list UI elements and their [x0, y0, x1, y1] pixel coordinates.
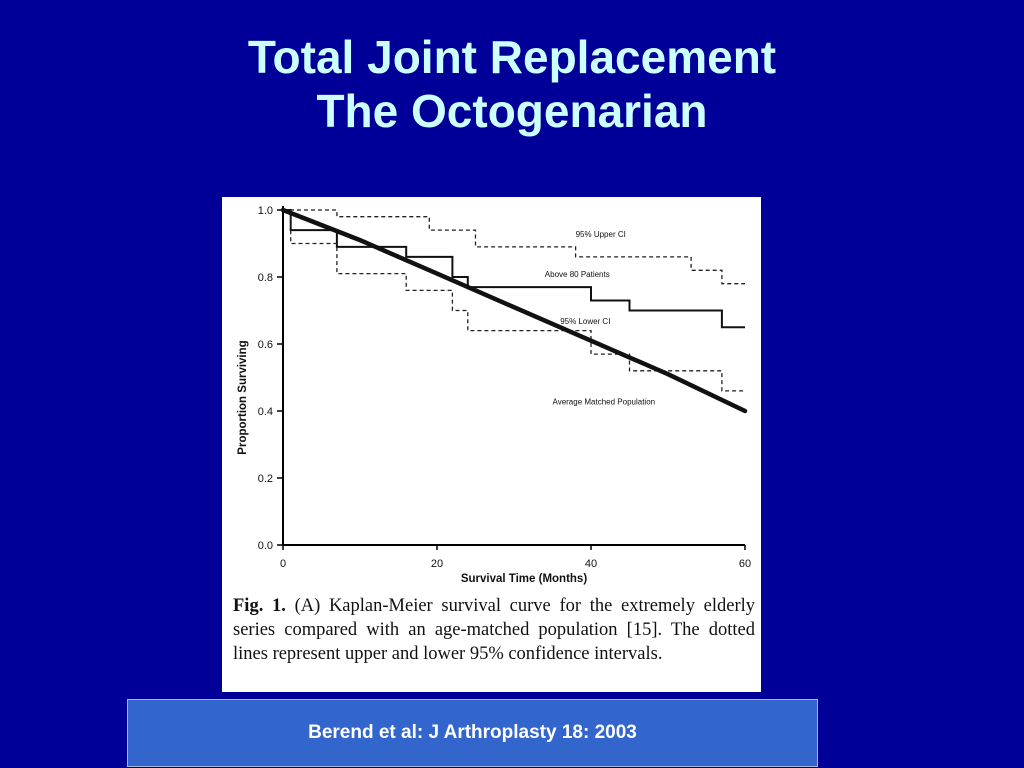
- y-tick-label: 1.0: [258, 205, 273, 217]
- figure-caption: Fig. 1. (A) Kaplan-Meier survival curve …: [233, 594, 755, 666]
- title-line-2: The Octogenarian: [316, 85, 708, 137]
- x-axis-title: Survival Time (Months): [461, 573, 587, 585]
- label-matched-population: Average Matched Population: [553, 397, 656, 406]
- y-tick-label: 0.0: [258, 540, 273, 552]
- caption-label: Fig. 1.: [233, 596, 286, 616]
- chart-series-layer: [280, 207, 748, 414]
- series-lower-ci-line: [283, 209, 745, 392]
- series-above-80-line: [283, 209, 745, 329]
- citation-box: Berend et al: J Arthroplasty 18: 2003: [127, 699, 818, 767]
- chart-labels-layer: 0.0 0.2 0.4 0.6 0.8 1.0 0 20 40 60 Survival Time (…: [237, 205, 751, 585]
- title-line-1: Total Joint Replacement: [247, 31, 777, 83]
- x-tick-label: 0: [280, 558, 286, 570]
- series-matched-population-line: [280, 207, 748, 414]
- y-axis-title: Proportion Surviving: [237, 340, 249, 454]
- x-tick-label: 40: [585, 558, 597, 570]
- y-tick-label: 0.2: [258, 473, 273, 485]
- y-tick-label: 0.6: [258, 339, 273, 351]
- caption-text: (A) Kaplan-Meier survival curve for the …: [233, 596, 755, 664]
- label-upper-ci: 95% Upper CI: [576, 230, 626, 239]
- slide-title: Total Joint Replacement The Octogenarian: [0, 30, 1024, 138]
- survival-chart: 0.0 0.2 0.4 0.6 0.8 1.0 0 20 40 60 Survival Time (…: [237, 205, 751, 585]
- figure-panel: 0.0 0.2 0.4 0.6 0.8 1.0 0 20 40 60 Survival Time (…: [222, 197, 761, 692]
- x-tick-label: 20: [431, 558, 443, 570]
- label-above-80: Above 80 Patients: [545, 270, 610, 279]
- label-lower-ci: 95% Lower CI: [560, 317, 610, 326]
- y-tick-label: 0.8: [258, 272, 273, 284]
- citation-text: Berend et al: J Arthroplasty 18: 2003: [308, 722, 637, 743]
- y-tick-label: 0.4: [258, 406, 273, 418]
- x-tick-label: 60: [739, 558, 751, 570]
- chart-axes: [277, 206, 746, 550]
